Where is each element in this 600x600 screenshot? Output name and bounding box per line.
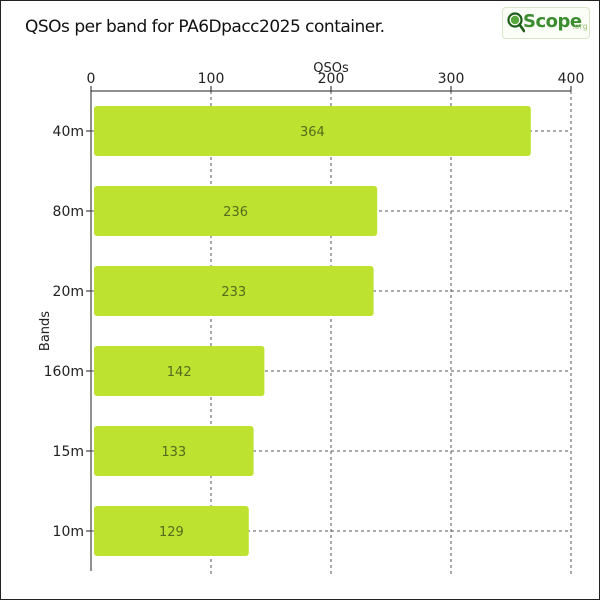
bar — [94, 266, 374, 316]
bar-value-label: 133 — [161, 445, 186, 460]
x-tick-label: 100 — [198, 71, 225, 87]
magnifier-q-icon — [507, 12, 525, 33]
x-tick-label: 200 — [318, 71, 345, 87]
logo-suffix: .org — [572, 22, 588, 31]
y-axis-title: Bands — [38, 311, 53, 351]
x-tick-label: 400 — [558, 71, 585, 87]
bar — [94, 186, 378, 236]
y-tick-label: 20m — [53, 284, 84, 300]
qsoscope-logo: Scope .org — [502, 7, 590, 39]
chart-title: QSOs per band for PA6Dpacc2025 container… — [25, 17, 385, 37]
bar — [94, 506, 249, 556]
y-tick-label: 80m — [53, 204, 84, 220]
bar — [94, 106, 531, 156]
bar-value-label: 233 — [221, 285, 246, 300]
bar — [94, 426, 254, 476]
x-tick-label: 300 — [438, 71, 465, 87]
bar-value-label: 142 — [167, 365, 192, 380]
y-tick-label: 10m — [53, 524, 84, 540]
x-tick-label: 0 — [87, 71, 96, 87]
x-axis-title: QSOs — [313, 61, 349, 76]
bar — [94, 346, 265, 396]
y-tick-label: 160m — [44, 364, 84, 380]
y-tick-label: 40m — [53, 124, 84, 140]
bar-value-label: 236 — [223, 205, 248, 220]
logo-text: Scope — [523, 11, 582, 32]
y-tick-label: 15m — [53, 444, 84, 460]
bar-value-label: 364 — [300, 125, 325, 140]
bar-value-label: 129 — [159, 525, 184, 540]
